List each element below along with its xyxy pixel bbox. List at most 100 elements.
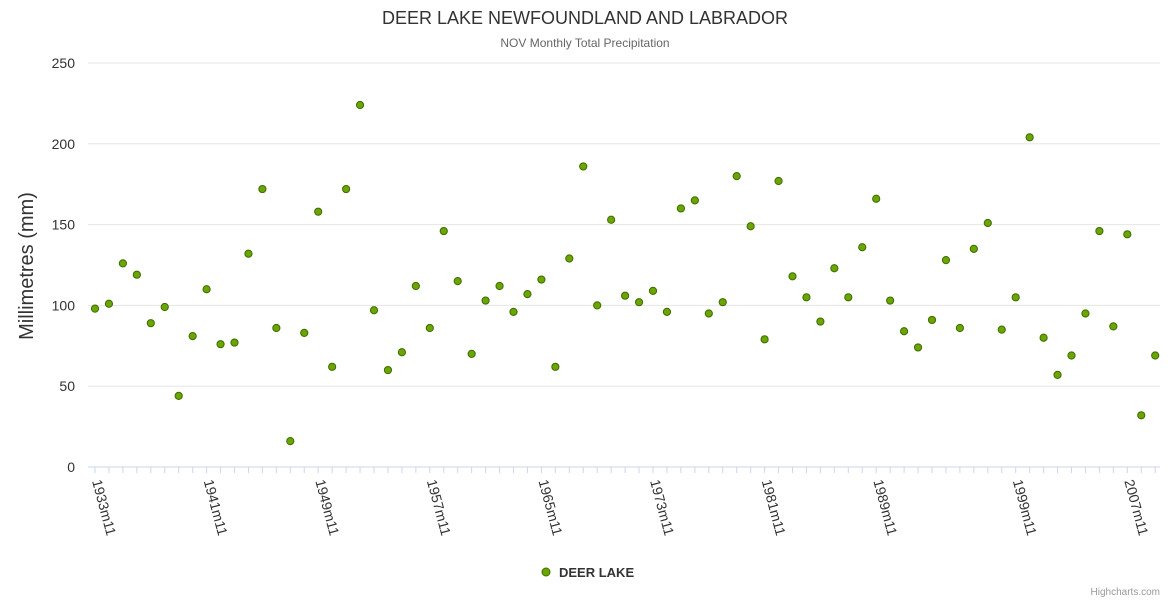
data-point[interactable] <box>551 362 560 371</box>
data-point[interactable] <box>90 304 100 313</box>
data-point[interactable] <box>913 343 923 352</box>
data-point[interactable] <box>816 317 825 326</box>
data-point[interactable] <box>1053 370 1062 379</box>
y-tick-label: 200 <box>52 136 76 152</box>
data-point[interactable] <box>286 437 295 446</box>
data-point[interactable] <box>676 204 686 213</box>
data-point[interactable] <box>188 332 197 341</box>
data-point[interactable] <box>983 218 992 228</box>
data-point[interactable] <box>202 285 211 294</box>
legend[interactable]: DEER LAKE <box>541 565 634 580</box>
data-point[interactable] <box>495 281 504 291</box>
data-point[interactable] <box>1011 293 1020 302</box>
data-point[interactable] <box>425 323 434 333</box>
data-point[interactable] <box>104 299 114 308</box>
data-point[interactable] <box>314 207 323 216</box>
data-point[interactable] <box>662 307 672 316</box>
x-tick-label: 1999m11 <box>1010 478 1040 538</box>
data-point[interactable] <box>607 215 616 224</box>
data-point[interactable] <box>565 254 574 263</box>
data-point[interactable] <box>1109 322 1118 331</box>
data-point[interactable] <box>300 328 309 337</box>
data-point[interactable] <box>760 335 769 344</box>
data-point[interactable] <box>355 100 365 110</box>
data-point[interactable] <box>774 176 783 186</box>
y-tick-label: 50 <box>59 378 75 394</box>
credit-link[interactable]: Highcharts.com <box>1091 587 1160 598</box>
x-tick-label: 1933m11 <box>89 478 119 538</box>
data-point[interactable] <box>746 222 755 231</box>
y-tick-label: 150 <box>52 217 76 233</box>
data-point[interactable] <box>272 323 281 333</box>
data-point[interactable] <box>997 325 1006 334</box>
data-point[interactable] <box>648 286 658 295</box>
data-point[interactable] <box>844 293 853 302</box>
chart-title: DEER LAKE NEWFOUNDLAND AND LABRADOR <box>382 8 788 28</box>
data-point[interactable] <box>927 315 937 325</box>
x-axis <box>88 466 1160 473</box>
data-point[interactable] <box>1039 333 1048 342</box>
data-point[interactable] <box>830 264 839 273</box>
data-point[interactable] <box>690 196 699 205</box>
x-tick-label: 1973m11 <box>647 478 677 538</box>
data-point[interactable] <box>369 306 379 315</box>
data-point[interactable] <box>537 275 546 284</box>
data-point[interactable] <box>453 277 462 286</box>
data-point[interactable] <box>704 309 713 318</box>
x-axis-ticks: 1933m11 1941m11 1949m11 1957m11 1965m11 1973m… <box>89 478 1152 538</box>
y-tick-label: 250 <box>52 55 76 71</box>
data-point[interactable] <box>941 256 951 265</box>
data-point[interactable] <box>230 338 239 347</box>
data-point[interactable] <box>481 296 490 305</box>
data-point[interactable] <box>411 281 420 291</box>
data-point[interactable] <box>216 340 225 349</box>
legend-marker <box>541 567 551 577</box>
data-point[interactable] <box>621 291 630 300</box>
data-point[interactable] <box>858 243 867 252</box>
grid-lines <box>88 62 1160 387</box>
data-point[interactable] <box>1025 133 1034 142</box>
legend-label: DEER LAKE <box>559 565 634 580</box>
data-point[interactable] <box>118 259 128 268</box>
data-point[interactable] <box>509 307 518 316</box>
data-point[interactable] <box>397 348 406 357</box>
data-point[interactable] <box>1151 351 1160 360</box>
data-point[interactable] <box>732 172 741 181</box>
data-point[interactable] <box>258 184 267 194</box>
x-tick-label: 1957m11 <box>424 478 454 538</box>
data-point[interactable] <box>523 289 532 299</box>
x-tick-label: 1941m11 <box>201 478 231 538</box>
x-tick-label: 1989m11 <box>870 478 900 538</box>
data-point[interactable] <box>467 349 476 358</box>
y-axis-ticks: 0 50 100 150 200 250 <box>52 55 76 475</box>
data-point[interactable] <box>900 327 909 336</box>
data-point[interactable] <box>1081 309 1090 318</box>
data-point[interactable] <box>886 296 895 305</box>
data-point[interactable] <box>439 226 448 236</box>
data-point[interactable] <box>342 184 351 194</box>
data-point[interactable] <box>969 244 978 253</box>
data-point[interactable] <box>1095 226 1104 236</box>
data-point[interactable] <box>132 270 141 279</box>
data-point[interactable] <box>1067 351 1076 360</box>
data-point[interactable] <box>1137 411 1146 420</box>
data-point[interactable] <box>634 298 644 307</box>
data-point[interactable] <box>802 293 811 302</box>
data-point[interactable] <box>955 323 965 333</box>
data-point[interactable] <box>383 365 393 375</box>
data-point[interactable] <box>872 194 881 203</box>
data-point[interactable] <box>579 162 588 171</box>
data-point[interactable] <box>593 301 602 310</box>
data-point[interactable] <box>788 272 797 281</box>
chart-subtitle: NOV Monthly Total Precipitation <box>500 36 669 50</box>
data-point[interactable] <box>174 391 183 400</box>
data-point[interactable] <box>1123 230 1132 239</box>
x-tick-label: 1965m11 <box>536 478 566 538</box>
data-point[interactable] <box>146 319 155 328</box>
data-point[interactable] <box>244 249 253 258</box>
data-point[interactable] <box>718 298 727 307</box>
data-point[interactable] <box>328 362 337 371</box>
data-point[interactable] <box>160 302 169 312</box>
